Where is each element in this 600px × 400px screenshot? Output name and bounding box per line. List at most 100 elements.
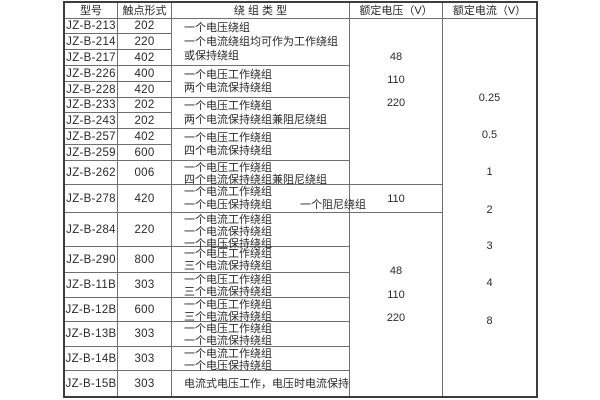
winding-line: 一个电流保持绕组 [184,226,272,238]
model-cell: JZ-B-14B [65,347,118,371]
col-header-contact: 触点形式 [118,3,172,19]
contact-cell: 202 [118,98,172,113]
winding-cell: 一个电流工作绕组 一个电压保持绕组 [172,347,350,372]
model-cell: JZ-B-290 [65,247,118,273]
winding-cell: 一个电压工作绕组 两个电流保持绕组 [172,66,350,98]
winding-cell: 一个电压工作绕组 三个电流保持绕组 [172,273,350,298]
winding-line: 两个电流保持绕组兼阻尼绕组 [184,113,327,126]
winding-cell: 电流式电压工作，电压时电流保持 [172,371,350,396]
contact-cell: 420 [118,185,172,213]
relay-spec-table: 型号 触点形式 绕 组 类 型 额定电压（V） 额定电流（V） JZ-B-213… [63,1,538,398]
model-cell: JZ-B-214 [65,34,118,50]
winding-line: 两个电流保持绕组 [184,82,272,95]
winding-line: 一个电流工作绕组 [184,348,272,360]
winding-cell: 一个电压工作绕组 三个电流保持绕组 [172,247,350,273]
winding-line: 一个电压工作绕组 [184,68,272,81]
col-header-current: 额定电流（V） [443,3,536,19]
winding-line: 一个电流工作绕组 [184,214,272,226]
winding-line: 一个电压工作绕组 [184,274,272,286]
winding-cell: 一个电流工作绕组 一个电压保持绕组 一个阻尼绕组 [172,185,366,213]
winding-line: 三个电流保持绕组 [184,260,272,272]
voltage-cell: 48 110 220 [350,19,443,185]
voltage-cell: 48 110 220 [350,213,443,396]
contact-cell: 303 [118,273,172,298]
winding-cell: 一个电压工作绕组 三个电流保持绕组 [172,298,350,323]
model-cell: JZ-B-243 [65,113,118,129]
winding-line: 三个电流保持绕组 [184,311,272,323]
winding-line: 三个电流保持绕组 [184,286,272,298]
model-cell: JZ-B-12B [65,298,118,322]
model-cell: JZ-B-228 [65,82,118,98]
winding-line: 一个电压工作绕组 [184,162,272,174]
contact-cell: 202 [118,113,172,129]
voltage-value: 110 [387,192,405,205]
winding-line: 一个电流工作绕组 [184,186,272,199]
model-cell: JZ-B-233 [65,98,118,113]
current-cell: 0.25 0.5 1 2 3 4 8 [443,19,536,396]
winding-line: 电流式电压工作，电压时电流保持 [184,377,349,390]
col-header-winding: 绕 组 类 型 [172,3,350,19]
model-cell: JZ-B-213 [65,19,118,34]
winding-line: 一个电压保持绕组 [184,360,272,372]
contact-cell: 006 [118,161,172,185]
model-cell: JZ-B-257 [65,129,118,145]
winding-line: 一个电压保持绕组 一个阻尼绕组 [184,199,366,211]
winding-line: 一个电压工作绕组 [184,299,272,311]
contact-cell: 800 [118,247,172,273]
winding-line: 一个电压工作绕组 [184,100,272,113]
model-cell: JZ-B-278 [65,185,118,213]
winding-line: 一个电压工作绕组 [184,131,272,144]
current-value: 4 [486,277,493,289]
model-cell: JZ-B-15B [65,371,118,396]
winding-line: 或保持绕组 [184,50,239,62]
model-cell: JZ-B-11B [65,273,118,298]
contact-cell: 400 [118,66,172,82]
voltage-value: 48 [389,265,403,277]
winding-line: 一个电压绕组 [184,22,250,34]
contact-cell: 303 [118,347,172,371]
model-cell: JZ-B-226 [65,66,118,82]
contact-cell: 220 [118,213,172,247]
contact-cell: 303 [118,371,172,396]
voltage-value: 48 [389,51,403,63]
model-cell: JZ-B-13B [65,322,118,347]
winding-cell: 一个电压绕组 一个电流绕组均可作为工作绕组 或保持绕组 [172,19,350,66]
contact-cell: 303 [118,322,172,347]
winding-line: 一个电流保持绕组 [184,335,272,347]
contact-cell: 402 [118,129,172,145]
winding-line-part: 一个电压保持绕组 [184,198,272,211]
col-header-voltage: 额定电压（V） [350,3,443,19]
model-cell: JZ-B-284 [65,213,118,247]
model-cell: JZ-B-262 [65,161,118,185]
voltage-value: 220 [386,97,406,109]
col-header-model: 型号 [65,3,118,19]
winding-line: 四个电流保持绕组 [184,145,272,158]
winding-line: 四个电流保持绕组兼阻尼绕组 [184,174,327,186]
contact-cell: 600 [118,298,172,322]
winding-line: 一个电流绕组均可作为工作绕组 [184,36,338,48]
current-value: 2 [486,204,493,216]
contact-cell: 420 [118,82,172,98]
contact-cell: 402 [118,50,172,66]
contact-cell: 202 [118,19,172,34]
contact-cell: 220 [118,34,172,50]
winding-line-part: 一个阻尼绕组 [300,198,366,211]
contact-cell: 600 [118,145,172,161]
winding-cell: 一个电压工作绕组 四个电流保持绕组 [172,129,350,161]
current-value: 0.25 [478,92,501,104]
winding-line: 一个电压保持绕组 [184,238,272,250]
voltage-cell: 110 [350,185,443,213]
winding-cell: 一个电压工作绕组 四个电流保持绕组兼阻尼绕组 [172,161,350,186]
current-value: 0.5 [481,129,498,141]
winding-line: 一个电压工作绕组 [184,323,272,335]
model-cell: JZ-B-217 [65,50,118,66]
winding-cell: 一个电压工作绕组 一个电流保持绕组 [172,322,350,347]
current-value: 3 [486,240,493,252]
winding-line: 一个电压工作绕组 [184,248,272,260]
voltage-value: 110 [387,74,405,86]
winding-cell: 一个电压工作绕组 两个电流保持绕组兼阻尼绕组 [172,98,350,129]
voltage-value: 220 [386,312,406,324]
winding-cell: 一个电流工作绕组 一个电流保持绕组 一个电压保持绕组 [172,213,350,250]
voltage-value: 110 [387,289,405,301]
